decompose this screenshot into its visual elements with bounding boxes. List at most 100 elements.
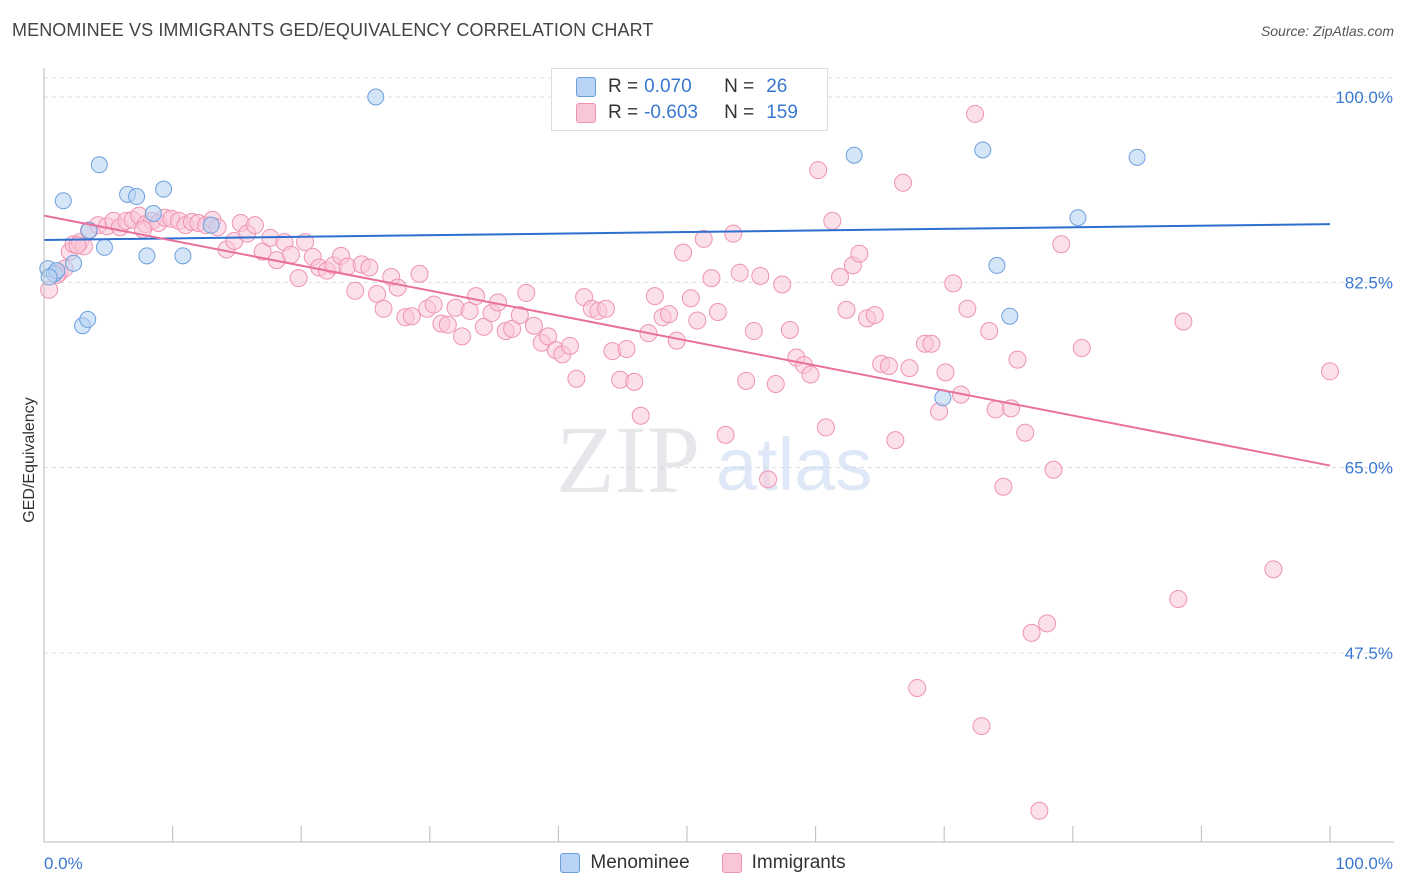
menominee-point — [144, 204, 162, 222]
immigrants-point — [936, 363, 955, 382]
immigrants-point — [1038, 614, 1057, 633]
immigrants-point — [737, 371, 756, 390]
immigrants-point — [716, 425, 735, 444]
immigrants-point — [681, 289, 700, 308]
immigrants-point — [994, 477, 1013, 496]
immigrants-point — [986, 400, 1005, 419]
legend-label-immigrants: Immigrants — [751, 852, 846, 873]
immigrants-point — [388, 278, 407, 297]
immigrants-point — [410, 264, 429, 283]
immigrants-point — [617, 340, 636, 359]
legend-swatch-pink — [576, 103, 596, 123]
immigrants-point — [744, 322, 763, 341]
immigrants-point — [759, 470, 778, 489]
y-tick-label: 100.0% — [1335, 88, 1393, 107]
menominee-point — [95, 238, 113, 256]
immigrants-point — [766, 375, 785, 394]
immigrants-point — [751, 266, 770, 285]
legend-r-label: R = — [608, 76, 639, 97]
y-tick-label: 82.5% — [1345, 273, 1393, 292]
immigrants-point — [659, 305, 678, 324]
menominee-trend-line — [43, 223, 1331, 241]
menominee-point — [155, 180, 173, 198]
immigrants-point — [1008, 350, 1027, 369]
grid-layer — [44, 77, 1394, 654]
menominee-point — [40, 268, 58, 286]
legend-item-immigrants[interactable]: Immigrants — [721, 852, 846, 874]
immigrants-point — [1072, 338, 1091, 357]
immigrants-point — [68, 236, 87, 255]
legend-label-menominee: Menominee — [590, 852, 690, 873]
immigrants-point — [900, 359, 919, 378]
immigrants-point — [801, 365, 820, 384]
legend-item-menominee[interactable]: Menominee — [560, 852, 690, 874]
axes: 47.5% 65.0% 82.5% 100.0% 0.0% 100.0% — [43, 68, 1394, 873]
legend-n-value: 26 — [766, 76, 788, 97]
immigrants-point — [645, 287, 664, 306]
immigrants-point — [850, 244, 869, 263]
immigrants-point — [625, 372, 644, 391]
immigrants-point — [474, 317, 493, 336]
menominee-point — [79, 310, 97, 328]
immigrants-point — [972, 717, 991, 736]
immigrants-point — [831, 268, 850, 287]
legend-swatch-pink — [721, 853, 742, 873]
immigrants-point — [374, 299, 393, 318]
immigrants-point — [865, 306, 884, 325]
series-legend: Menominee Immigrants — [0, 852, 1406, 874]
trend-lines — [43, 214, 1331, 467]
legend-swatch-blue — [560, 853, 581, 873]
y-axis-label: GED/Equivalency — [21, 397, 38, 523]
legend-n-value: 159 — [766, 102, 798, 123]
y-tick-label: 47.5% — [1345, 644, 1393, 663]
immigrants-trend-line — [43, 214, 1331, 467]
immigrants-point — [886, 431, 905, 450]
immigrants-point — [674, 243, 693, 262]
immigrants-point — [1022, 623, 1041, 642]
immigrants-point — [780, 320, 799, 339]
immigrants-point — [1321, 362, 1339, 381]
menominee-point — [90, 156, 108, 174]
menominee-point — [202, 216, 220, 234]
immigrants-point — [1174, 312, 1193, 331]
immigrants-point — [879, 356, 898, 375]
immigrants-point — [694, 229, 713, 248]
immigrants-point — [958, 299, 977, 318]
immigrants-point — [908, 678, 927, 697]
immigrants-point — [1016, 423, 1035, 442]
menominee-point — [1001, 307, 1019, 325]
menominee-point — [65, 254, 83, 272]
watermark-atlas: atlas — [716, 423, 872, 506]
x-tick-label: 100.0% — [1335, 854, 1393, 873]
menominee-point — [845, 146, 863, 164]
x-tick-label: 0.0% — [44, 854, 83, 873]
immigrants-point — [966, 104, 985, 123]
immigrants-point — [1264, 560, 1283, 579]
immigrants-point — [724, 224, 743, 243]
immigrants-point — [560, 336, 579, 355]
immigrants-point — [944, 274, 963, 293]
legend-r-value: -0.603 — [644, 102, 698, 123]
immigrants-point — [816, 418, 835, 437]
legend-r-value: 0.070 — [644, 76, 692, 97]
immigrants-point — [289, 269, 308, 288]
menominee-point — [974, 141, 992, 159]
correlation-legend: R = 0.070 N = 26 R = -0.603 N = 159 — [551, 68, 828, 131]
immigrants-point — [837, 300, 856, 319]
menominee-point — [54, 192, 72, 210]
immigrants-point — [368, 284, 387, 303]
chart-title: MENOMINEE VS IMMIGRANTS GED/EQUIVALENCY … — [12, 20, 654, 40]
immigrants-point — [510, 306, 529, 325]
immigrants-point — [539, 327, 558, 346]
menominee-point — [128, 188, 146, 206]
immigrants-point — [281, 245, 300, 264]
menominee-point — [138, 247, 156, 265]
legend-row-menominee: R = 0.070 N = 26 — [576, 75, 787, 99]
menominee-point — [1128, 148, 1146, 166]
immigrants-point — [1169, 589, 1188, 608]
legend-swatch-blue — [576, 77, 596, 97]
watermark-zip: ZIP — [556, 406, 700, 513]
menominee-points — [39, 88, 1146, 407]
immigrants-point — [596, 299, 615, 318]
